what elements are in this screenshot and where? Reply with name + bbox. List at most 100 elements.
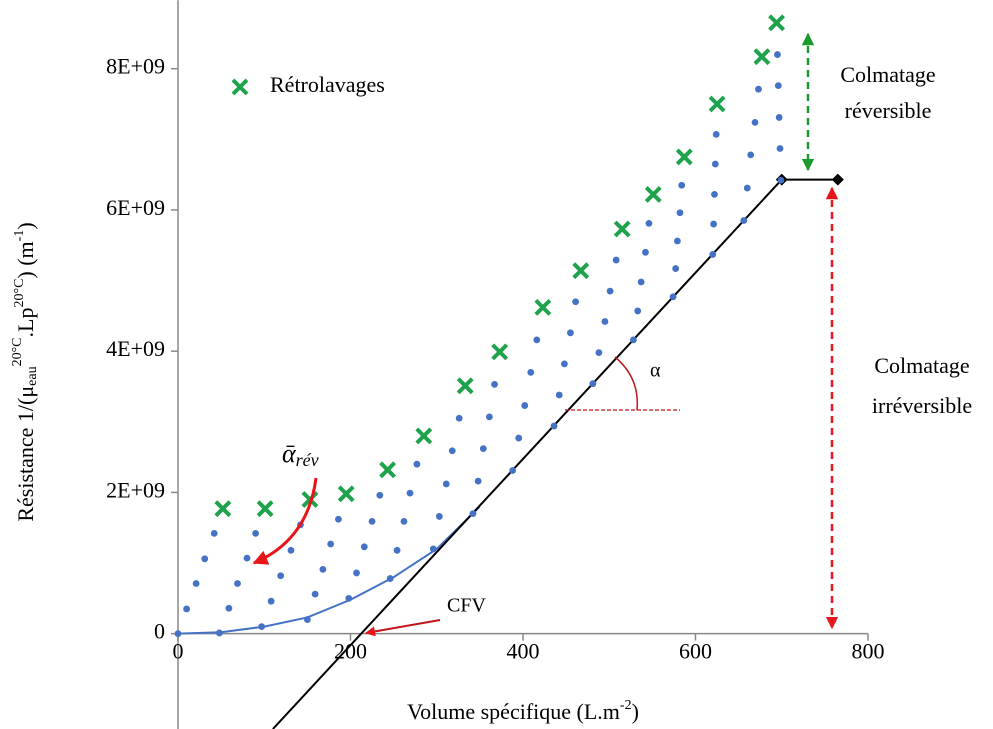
filtration-point bbox=[258, 623, 266, 630]
annotation: ᾱrév bbox=[282, 439, 319, 470]
filtration-point bbox=[521, 402, 529, 409]
filtration-point bbox=[712, 130, 720, 138]
filtration-point bbox=[595, 349, 603, 356]
x-axis-title: Volume spécifique (L.m-2) bbox=[407, 698, 639, 724]
filtration-point bbox=[777, 176, 785, 184]
backwash-marker bbox=[491, 343, 509, 361]
filtration-point bbox=[174, 630, 182, 638]
backwash-marker bbox=[572, 262, 590, 280]
filtration-point bbox=[612, 256, 620, 264]
filtration-point bbox=[267, 597, 275, 605]
filtration-point bbox=[747, 151, 755, 159]
filtration-point bbox=[429, 545, 437, 553]
line-end-marker bbox=[831, 173, 844, 186]
backwash-marker bbox=[379, 461, 397, 479]
alpha-arc bbox=[614, 356, 639, 411]
backwash-marker bbox=[708, 95, 726, 113]
x-tick-label: 600 bbox=[679, 639, 712, 664]
y-axis-title-part: -1 bbox=[12, 230, 27, 242]
filtration-point bbox=[225, 604, 233, 612]
annotation: CFV bbox=[447, 595, 486, 617]
filtration-point bbox=[775, 114, 783, 121]
backwash-marker bbox=[613, 220, 631, 238]
backwash-marker bbox=[675, 148, 693, 166]
filtration-point bbox=[277, 572, 285, 580]
filtration-point bbox=[774, 82, 782, 90]
filtration-point bbox=[676, 209, 684, 217]
filtration-point bbox=[509, 467, 517, 474]
filtration-point bbox=[192, 580, 200, 587]
backwash-marker bbox=[256, 500, 274, 518]
filtration-point bbox=[776, 145, 784, 152]
filtration-point bbox=[303, 616, 311, 623]
backwash-marker bbox=[456, 377, 474, 395]
filtration-point bbox=[210, 529, 218, 537]
filtration-point bbox=[567, 329, 574, 337]
filtration-point bbox=[601, 318, 609, 325]
series-line bbox=[272, 178, 783, 729]
filtration-point bbox=[755, 85, 762, 93]
filtration-point bbox=[335, 515, 342, 523]
y-axis-title-part: .Lp bbox=[13, 308, 38, 338]
filtration-point bbox=[469, 510, 477, 518]
filtration-point bbox=[572, 298, 580, 306]
cfv-arrow bbox=[365, 619, 441, 637]
annotation: irréversible bbox=[872, 393, 972, 418]
legend-marker bbox=[231, 78, 249, 96]
filtration-point bbox=[774, 51, 781, 58]
filtration-point bbox=[630, 336, 637, 344]
filtration-point bbox=[555, 391, 563, 399]
x-axis-title-part: Volume spécifique (L.m bbox=[407, 699, 620, 724]
annotation-part: rév bbox=[296, 450, 319, 470]
filtration-point bbox=[327, 540, 335, 548]
filtration-point bbox=[561, 360, 568, 368]
x-tick-label: 400 bbox=[507, 639, 540, 664]
series-line bbox=[177, 505, 481, 635]
filtration-point bbox=[711, 160, 719, 168]
filtration-point bbox=[678, 181, 686, 189]
backwash-marker bbox=[214, 500, 232, 518]
legend-label: Rétrolavages bbox=[270, 72, 385, 97]
y-tick-label: 6E+09 bbox=[106, 195, 165, 220]
filtration-point bbox=[637, 278, 645, 286]
y-axis-title: Résistance 1/(μeau20°C.Lp20°C) (m-1) bbox=[10, 222, 40, 521]
backwash-marker bbox=[644, 185, 662, 203]
filtration-point bbox=[515, 434, 523, 442]
filtration-point bbox=[252, 529, 260, 537]
annotation-part: ᾱ bbox=[282, 439, 297, 468]
annotation: réversible bbox=[845, 98, 932, 123]
filtration-point bbox=[345, 594, 353, 602]
filtration-point bbox=[711, 191, 718, 198]
y-tick-label: 4E+09 bbox=[106, 336, 165, 361]
backwash-marker bbox=[534, 298, 552, 316]
filtration-point bbox=[606, 287, 614, 295]
filtration-point bbox=[709, 251, 717, 258]
filtration-point bbox=[533, 336, 541, 344]
filtration-point bbox=[400, 517, 408, 525]
filtration-point bbox=[589, 380, 597, 388]
filtration-point bbox=[479, 445, 487, 453]
filtration-point bbox=[550, 422, 558, 430]
alpha-rev-arrow bbox=[252, 477, 318, 565]
y-tick-label: 0 bbox=[154, 619, 165, 644]
filtration-point bbox=[319, 565, 327, 573]
filtration-point bbox=[740, 217, 748, 224]
filtration-point bbox=[527, 368, 535, 376]
filtration-point bbox=[243, 554, 251, 562]
filtration-point bbox=[353, 569, 360, 577]
y-tick-label: 2E+09 bbox=[106, 477, 165, 502]
y-tick-label: 8E+09 bbox=[106, 54, 165, 79]
filtration-point bbox=[311, 590, 319, 598]
filtration-point bbox=[386, 575, 394, 582]
backwash-marker bbox=[768, 14, 785, 32]
x-tick-label: 800 bbox=[852, 639, 885, 664]
x-tick-label: 0 bbox=[173, 639, 184, 664]
filtration-point bbox=[287, 546, 295, 554]
annotation: Colmatage bbox=[840, 62, 935, 87]
y-axis-title-part: Résistance 1/(μ bbox=[13, 386, 38, 522]
annotation: Colmatage bbox=[874, 353, 969, 378]
y-axis-title-part: 20°C bbox=[12, 279, 27, 308]
annotation: α bbox=[650, 360, 661, 382]
x-axis-title-part: -2 bbox=[620, 698, 632, 713]
